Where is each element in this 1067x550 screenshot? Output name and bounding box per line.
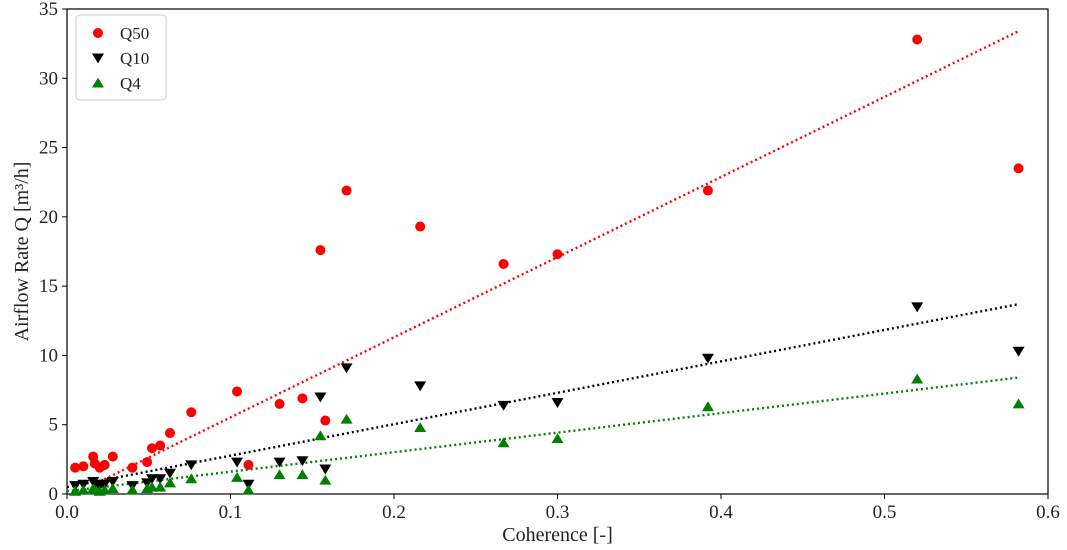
point-q10 [106,477,119,487]
y-tick-label: 30 [39,68,58,89]
y-tick-label: 5 [49,415,59,436]
point-q50 [142,457,153,468]
legend-label-q4: Q4 [120,74,141,93]
legend-label-q10: Q10 [120,49,149,68]
point-q10 [146,474,159,485]
legend-marker-q50 [93,28,103,38]
point-q10 [701,353,714,364]
point-q10 [497,400,510,411]
point-q10 [164,468,177,479]
point-q4 [551,433,564,444]
point-q50 [107,451,118,462]
y-axis-label: Airflow Rate Q [m³/h] [11,162,33,342]
trendline-q10 [66,302,1019,489]
point-q4 [497,437,510,448]
point-q50 [232,386,243,397]
point-q4 [231,471,244,482]
point-q10 [231,457,244,468]
point-q10 [296,456,309,467]
point-q50 [99,459,110,470]
legend-marker-q4 [92,77,104,88]
point-q50 [147,443,158,454]
y-tick-label: 0 [49,484,59,505]
point-q50 [315,245,326,256]
point-q4 [77,484,90,495]
point-q4 [126,484,139,495]
legend: Q50 Q10 Q4 [75,14,167,101]
point-q50 [274,398,285,409]
x-tick-label: 0.1 [219,502,243,523]
point-q50 [243,459,254,470]
point-q50 [1013,163,1024,174]
point-q4 [154,481,167,492]
point-q4 [296,469,309,480]
point-q10 [551,398,564,408]
trendlines [66,30,1020,493]
y-tick-label: 35 [39,0,58,20]
x-tick-label: 0.0 [55,502,79,523]
point-q10 [911,302,924,313]
axes: 0.0 0.1 0.2 0.3 0.4 0.5 0.6 0 5 10 15 20 25 30 35 [39,0,1060,523]
point-q10 [340,363,353,374]
point-q50 [165,428,176,439]
x-axis-label: Coherence [-] [502,524,613,546]
point-q50 [415,221,426,232]
x-tick-label: 0.2 [382,502,406,523]
point-q4 [319,474,332,485]
x-tick-label: 0.5 [873,502,897,523]
point-q50 [186,407,197,418]
point-q50 [320,415,331,426]
y-tick-label: 25 [39,138,58,159]
point-q4 [273,469,286,480]
trendline-q4 [66,376,1019,493]
legend-label-q50: Q50 [120,24,149,43]
point-q4 [911,373,924,384]
legend-marker-q10 [92,53,104,64]
point-q50 [702,185,713,196]
point-q10 [154,474,167,485]
point-q10 [185,460,198,471]
point-q50 [78,461,89,472]
point-q10 [1012,346,1025,357]
x-tick-label: 0.4 [709,502,733,523]
y-tick-label: 10 [39,345,58,366]
point-q4 [185,473,198,484]
point-q10 [314,392,327,403]
point-q50 [127,462,138,473]
point-q50 [912,34,923,45]
point-q10 [414,381,427,392]
point-q4 [106,483,119,493]
x-tick-label: 0.3 [546,502,570,523]
point-q4 [414,422,427,432]
point-q50 [552,249,563,260]
y-tick-label: 15 [39,276,58,297]
point-q50 [498,258,509,269]
point-q50 [70,462,81,473]
point-q4 [164,477,177,488]
data-markers [69,34,1025,496]
point-q50 [341,185,352,196]
point-q4 [340,413,353,424]
x-tick-label: 0.6 [1036,502,1060,523]
y-tick-label: 20 [39,207,58,228]
point-q4 [701,401,714,412]
point-q4 [314,430,327,441]
point-q10 [319,464,332,475]
point-q4 [1012,398,1025,409]
point-q10 [273,457,286,468]
point-q4 [146,481,159,492]
point-q50 [155,440,166,451]
point-q4 [242,484,255,495]
point-q50 [297,393,308,404]
